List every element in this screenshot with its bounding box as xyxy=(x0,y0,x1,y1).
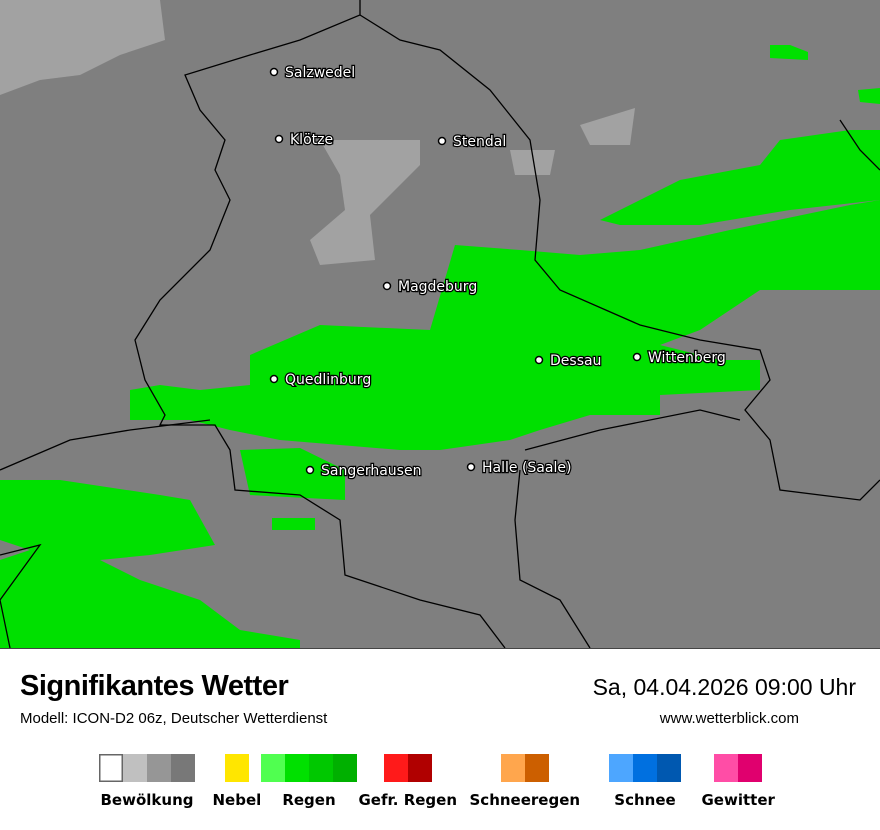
legend-swatches xyxy=(213,754,262,782)
city-label: Sangerhausen xyxy=(321,463,421,479)
legend: Bewölkung Nebel Regen Gefr. Regen Schneerege… xyxy=(0,754,880,814)
city-dot xyxy=(305,465,315,475)
legend-swatch xyxy=(738,754,763,782)
legend-swatches xyxy=(470,754,581,782)
legend-swatch xyxy=(261,754,285,782)
city-dot xyxy=(382,281,392,291)
legend-label: Regen xyxy=(282,791,336,809)
legend-item: Schneeregen xyxy=(469,754,581,809)
legend-item: Gefr. Regen xyxy=(358,754,458,809)
legend-swatches xyxy=(609,754,681,782)
model-info: Modell: ICON-D2 06z, Deutscher Wetterdie… xyxy=(20,710,328,727)
cloud-areas xyxy=(0,0,635,265)
city-label: Wittenberg xyxy=(648,350,726,366)
map-title: Signifikantes Wetter xyxy=(20,670,289,702)
legend-label: Schneeregen xyxy=(469,791,581,809)
legend-swatch xyxy=(524,754,549,782)
city-label: Magdeburg xyxy=(398,279,477,295)
website-link[interactable]: www.wetterblick.com xyxy=(659,710,799,727)
legend-swatch xyxy=(383,754,408,782)
weather-map: Salzwedel Klötze Stendal Magdeburg Dessau Wit… xyxy=(0,0,880,649)
legend-swatches xyxy=(261,754,357,782)
legend-swatch xyxy=(309,754,333,782)
city-dot xyxy=(437,136,447,146)
legend-swatch xyxy=(285,754,309,782)
legend-item: Regen xyxy=(261,754,357,809)
legend-swatches xyxy=(702,754,775,782)
city-label: Quedlinburg xyxy=(285,372,371,388)
city-label: Klötze xyxy=(290,132,333,148)
legend-label: Gefr. Regen xyxy=(358,791,458,809)
legend-swatch xyxy=(123,754,147,782)
legend-swatch xyxy=(224,754,249,782)
legend-swatch xyxy=(657,754,681,782)
state-borders xyxy=(0,0,880,648)
legend-swatches xyxy=(99,754,195,782)
legend-item: Schnee xyxy=(609,754,681,809)
legend-label: Nebel xyxy=(212,791,262,809)
city-label: Halle (Saale) xyxy=(482,460,571,476)
legend-swatch xyxy=(609,754,633,782)
city-label: Dessau xyxy=(550,353,601,369)
legend-swatches xyxy=(359,754,458,782)
city-dot xyxy=(274,134,284,144)
forecast-datetime: Sa, 04.04.2026 09:00 Uhr xyxy=(592,674,856,700)
legend-label: Schnee xyxy=(614,791,676,809)
legend-item: Bewölkung xyxy=(99,754,195,809)
legend-item: Gewitter xyxy=(702,754,775,809)
city-markers: Salzwedel Klötze Stendal Magdeburg Dessau Wit… xyxy=(269,64,727,480)
rain-areas xyxy=(0,45,880,648)
city-label: Stendal xyxy=(453,134,506,150)
city-dot xyxy=(269,67,279,77)
city-dot xyxy=(534,355,544,365)
legend-swatch xyxy=(333,754,357,782)
legend-swatch xyxy=(99,754,123,782)
city-label: Salzwedel xyxy=(285,65,355,81)
legend-swatch xyxy=(407,754,432,782)
legend-label: Bewölkung xyxy=(100,791,194,809)
legend-swatch xyxy=(714,754,739,782)
legend-swatch xyxy=(633,754,657,782)
legend-swatch xyxy=(147,754,171,782)
legend-label: Gewitter xyxy=(701,791,775,809)
city-dot xyxy=(466,462,476,472)
legend-item: Nebel xyxy=(212,754,262,809)
legend-swatch xyxy=(171,754,195,782)
city-dot xyxy=(269,374,279,384)
city-dot xyxy=(632,352,642,362)
legend-swatch xyxy=(500,754,525,782)
